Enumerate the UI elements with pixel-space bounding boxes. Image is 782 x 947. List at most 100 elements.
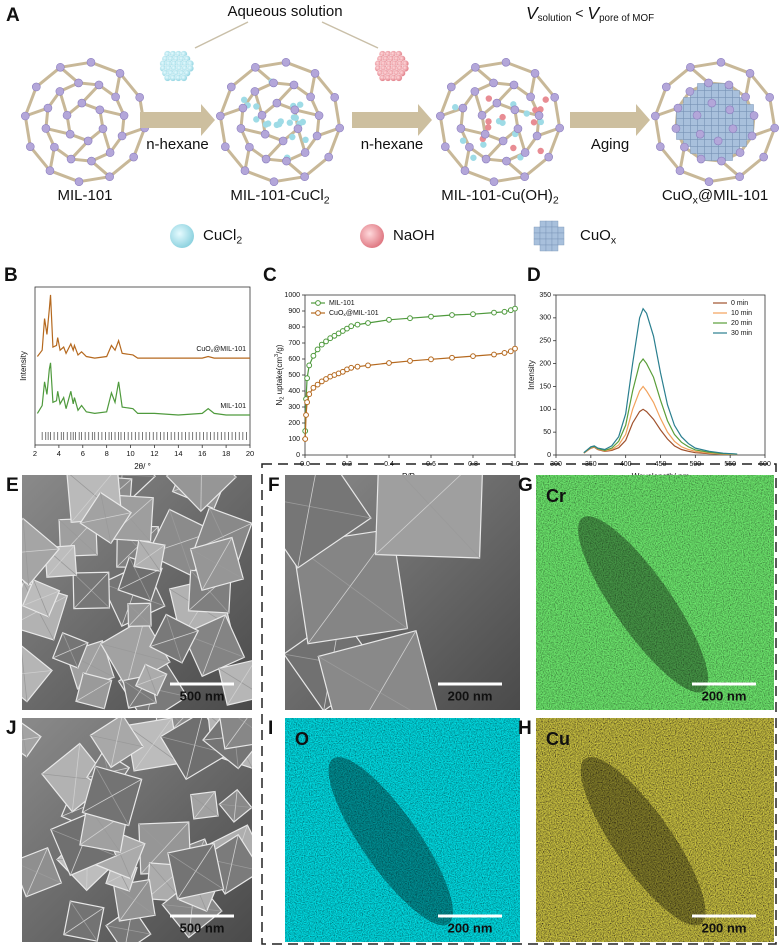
crystal-edge (116, 740, 144, 748)
crystal-edge (190, 794, 205, 806)
cuox-cube (739, 132, 747, 140)
cage-node (530, 68, 540, 78)
panel-label: J (6, 718, 17, 739)
y-tick-label: 200 (539, 360, 551, 367)
cuox-cube (676, 118, 684, 126)
crystal-edge (198, 891, 208, 912)
crystal-edge (82, 672, 95, 692)
crystal-edge (70, 642, 89, 651)
cage-node (765, 93, 774, 102)
map-shadow (580, 757, 706, 926)
crystal-edge (36, 871, 62, 884)
cage-node (460, 166, 470, 176)
x-tick-label: 8 (105, 449, 109, 458)
cage-node (481, 154, 491, 164)
cage-node (41, 124, 51, 133)
cage-edge (653, 115, 662, 147)
crystal-edge (121, 475, 156, 477)
naoh-dot (542, 96, 549, 103)
cage-edge (327, 127, 342, 158)
cuox-cube (725, 153, 733, 161)
crystal-edge (93, 679, 112, 692)
cage-node (221, 142, 230, 151)
x-tick-label: 450 (655, 461, 667, 468)
cage-node (314, 111, 324, 120)
cuox-cube (718, 125, 726, 133)
cage-node (240, 166, 250, 176)
dashed-frame (261, 463, 777, 945)
cage-edge (493, 175, 525, 184)
cage-node (747, 131, 757, 141)
text-part: MIL-101 (57, 187, 112, 204)
crystal-edge (149, 862, 167, 883)
crystal-edge (224, 721, 245, 750)
cuox-cube (718, 104, 726, 112)
data-point (306, 391, 313, 398)
x-tick-label: 500 (689, 461, 701, 468)
cucl2-dot (499, 119, 506, 126)
data-point (306, 362, 313, 369)
naoh-dot (485, 95, 493, 102)
cage-node (735, 148, 745, 157)
cucl2-dot (290, 114, 298, 121)
cage-node (492, 98, 502, 108)
legend-marker (315, 300, 321, 306)
cage-edge (224, 145, 247, 172)
crystal (22, 645, 53, 703)
crystal-edge (58, 519, 79, 538)
y-tick-label: 300 (539, 315, 551, 322)
process-arrow (140, 104, 215, 136)
crystal-edge (40, 590, 60, 599)
cage-edge (659, 145, 682, 172)
cage-node (215, 111, 225, 121)
cage-edge (762, 127, 777, 158)
crystal-edge (128, 929, 151, 935)
cage-node (269, 177, 279, 187)
cage-node (251, 63, 260, 72)
crystal-edge (231, 863, 252, 870)
series-line (304, 308, 516, 432)
cage-node (272, 98, 282, 108)
x-tick-label: 16 (198, 449, 206, 458)
series-line (583, 307, 738, 455)
cuox-cube (739, 139, 747, 147)
cuox-cube (697, 146, 705, 154)
cage-node (680, 142, 689, 152)
cuox-cube (711, 90, 719, 98)
cuox-cube (739, 125, 747, 133)
solution-label: Aqueous solution (227, 3, 342, 20)
crystal-edge (125, 929, 129, 942)
cage-edge (653, 86, 668, 117)
crystal-edge (318, 656, 381, 693)
cuox-cube (725, 132, 733, 140)
crystal-edge (90, 734, 117, 742)
cage-edge (547, 127, 562, 158)
data-point (339, 368, 346, 375)
cage-node (656, 142, 665, 151)
micrograph: 200 nm (285, 475, 520, 710)
crystal-edge (23, 736, 41, 740)
cuox-cube (697, 97, 705, 105)
data-point (344, 325, 350, 332)
text-part: CuO (662, 187, 693, 204)
crystal-edge (200, 476, 202, 512)
y-tick-label: 150 (539, 383, 551, 390)
crystal-edge (22, 673, 24, 675)
cage-node (290, 105, 300, 115)
cucl2-dot (459, 137, 467, 144)
y-tick-label: 0 (296, 452, 300, 459)
cage-edge (35, 66, 62, 89)
cage-node (43, 103, 53, 113)
cucl2-dot (451, 104, 459, 111)
crystal-edge (93, 690, 105, 709)
cage-node (534, 111, 544, 120)
crystal (22, 722, 42, 758)
cage-edge (303, 155, 330, 178)
cage-node (675, 166, 685, 176)
crystal-edge (149, 544, 166, 557)
legend-swatch (360, 224, 384, 248)
naoh-dot (485, 118, 492, 125)
cage-node (745, 68, 755, 78)
panel-label: G (518, 475, 533, 496)
crystal-edge (174, 718, 180, 723)
